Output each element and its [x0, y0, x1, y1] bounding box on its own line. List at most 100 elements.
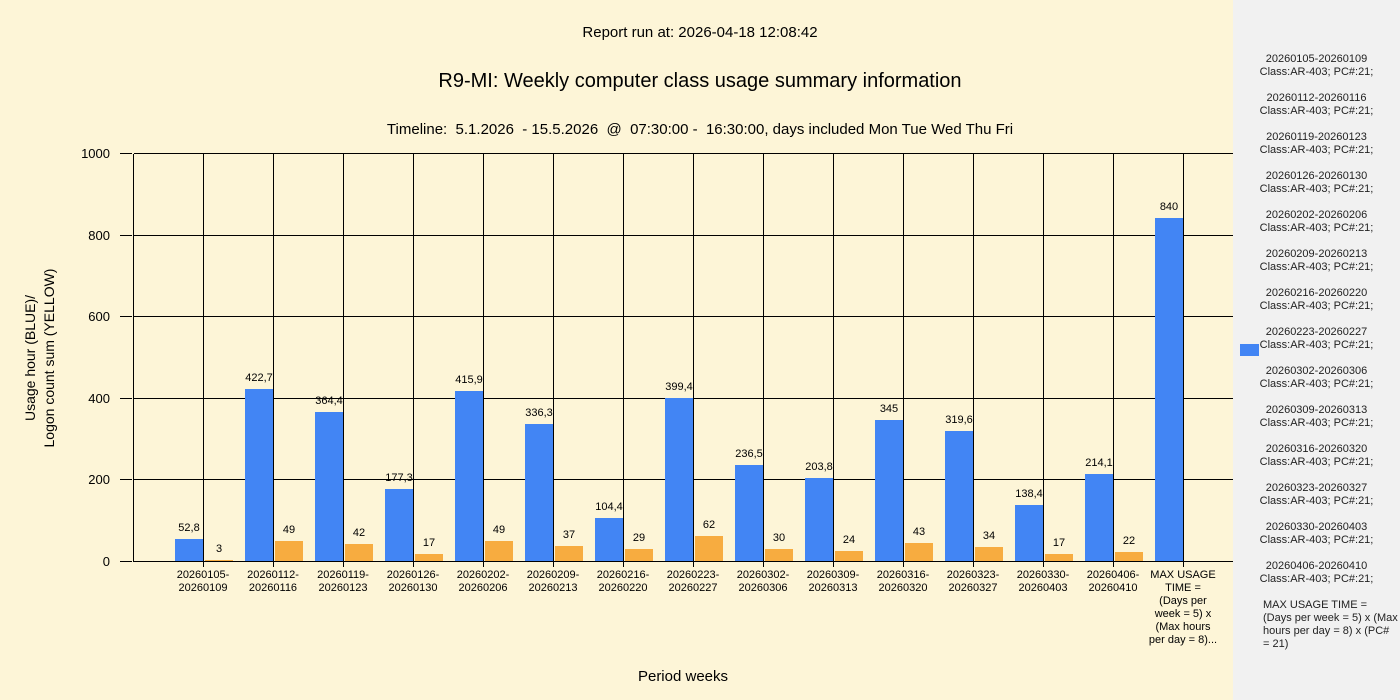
legend-entry-period: 20260105-20260109	[1265, 53, 1368, 65]
y-tick-label: 600	[88, 309, 110, 325]
bar-value-yellow: 24	[842, 534, 856, 547]
legend-series-marker	[1240, 344, 1259, 356]
legend-entry-period: 20260316-20260320	[1265, 443, 1368, 455]
legend-entry: 20260112-20260116 Class:AR-403; PC#:21;	[1233, 92, 1400, 118]
x-category-label-line: 20260213	[528, 582, 578, 594]
legend-list: 20260105-20260109 Class:AR-403; PC#:21; 20…	[1233, 53, 1400, 651]
bar-blue	[1085, 473, 1113, 561]
gridline-vertical	[693, 154, 694, 561]
x-category-label-line: 20260123	[318, 582, 368, 594]
bar-blue	[1155, 218, 1183, 561]
bar-value-yellow: 22	[1122, 535, 1136, 548]
legend-entry-detail: Class:AR-403; PC#:21;	[1259, 495, 1374, 507]
bar-blue	[245, 388, 273, 561]
legend-entry: 20260316-20260320 Class:AR-403; PC#:21;	[1233, 443, 1400, 469]
x-category-label-line: 20260330-	[1016, 569, 1070, 581]
legend-max-note-line: (Days per week = 5) x (Max	[1263, 612, 1398, 624]
x-category-label-line: 20260116	[248, 582, 298, 594]
x-category-label-line: 20260223-	[666, 569, 720, 581]
x-tick-mark	[343, 562, 344, 567]
x-category-label-line: week = 5) x	[1154, 608, 1212, 620]
legend-entry-detail: Class:AR-403; PC#:21;	[1259, 261, 1374, 273]
bar-blue	[595, 518, 623, 561]
x-category-label: 20260119- 20260123	[317, 569, 369, 595]
legend-entry: 20260216-20260220 Class:AR-403; PC#:21;	[1233, 287, 1400, 313]
gridline-vertical	[1113, 154, 1114, 561]
bar-blue	[1015, 504, 1043, 561]
x-category-label: 20260330- 20260403	[1017, 569, 1070, 595]
bar-value-yellow: 17	[422, 537, 436, 550]
bar-value-yellow: 42	[352, 526, 366, 539]
legend-sidebar: 20260105-20260109 Class:AR-403; PC#:21; 20…	[1233, 0, 1400, 700]
bar-yellow	[765, 548, 793, 561]
x-category-label: 20260406- 20260410	[1087, 569, 1140, 595]
x-tick-mark	[833, 562, 834, 567]
x-category-label-line: 20260309-	[806, 569, 860, 581]
legend-entry-detail: Class:AR-403; PC#:21;	[1259, 105, 1374, 117]
legend-entry-period: 20260209-20260213	[1265, 248, 1368, 260]
x-category-label-line: 20260202-	[456, 569, 510, 581]
bar-value-blue: 214,1	[1085, 456, 1113, 469]
bar-blue	[455, 391, 483, 561]
gridline-vertical	[623, 154, 624, 561]
x-category-label-line: 20260316-	[876, 569, 930, 581]
bar-value-yellow: 30	[772, 531, 786, 544]
legend-max-note: MAX USAGE TIME = (Days per week = 5) x (…	[1233, 599, 1400, 651]
gridline-vertical	[203, 154, 204, 561]
x-category-label-line: 20260105-	[176, 569, 230, 581]
bar-blue	[735, 464, 763, 561]
y-axis: 0 200 400 600 800 1000	[0, 146, 133, 569]
bar-yellow	[415, 554, 443, 561]
legend-entry-period: 20260112-20260116	[1266, 92, 1367, 104]
legend-entry-detail: Class:AR-403; PC#:21;	[1259, 222, 1374, 234]
x-category-label-line: 20260119-	[317, 569, 369, 581]
x-tick-mark	[1113, 562, 1114, 567]
bar-blue	[945, 430, 973, 561]
legend-entry-period: 20260406-20260410	[1265, 560, 1368, 572]
legend-entry: 20260302-20260306 Class:AR-403; PC#:21;	[1233, 365, 1400, 391]
x-category-label: 20260105- 20260109	[177, 569, 230, 595]
gridline-vertical	[833, 154, 834, 561]
bar-value-blue: 177,3	[385, 471, 413, 484]
bar-value-yellow: 3	[215, 542, 223, 555]
x-tick-mark	[623, 562, 624, 567]
x-category-label: MAX USAGE TIME = (Days per week = 5) x (Max …	[1149, 569, 1217, 647]
y-tick-label: 1000	[81, 146, 110, 161]
report-run-timestamp: Report run at: 2026-04-18 12:08:42	[582, 24, 818, 41]
bar-blue	[315, 412, 343, 561]
gridline-vertical	[763, 154, 764, 561]
gridline-vertical	[1183, 154, 1184, 561]
bar-value-yellow: 43	[912, 526, 926, 539]
legend-max-note-line: hours per day = 8) x (PC#	[1263, 625, 1390, 637]
bar-value-yellow: 49	[492, 524, 506, 537]
gridline-vertical	[413, 154, 414, 561]
y-tick-mark	[120, 153, 132, 154]
legend-entry-period: 20260223-20260227	[1265, 326, 1368, 338]
bar-blue	[385, 488, 413, 561]
bar-value-blue: 104,4	[595, 501, 623, 514]
x-category-label-line: 20260206	[458, 582, 508, 594]
x-category-label-line: 20260216-	[596, 569, 650, 581]
legend-entry: 20260209-20260213 Class:AR-403; PC#:21;	[1233, 248, 1400, 274]
x-tick-mark	[553, 562, 554, 567]
bar-value-blue: 840	[1159, 201, 1179, 214]
x-category-label: 20260126- 20260130	[387, 569, 440, 595]
bar-value-blue: 236,5	[735, 447, 763, 460]
legend-entry-detail: Class:AR-403; PC#:21;	[1259, 378, 1374, 390]
x-category-label-line: 20260302-	[736, 569, 790, 581]
bar-blue	[875, 420, 903, 561]
x-category-label-line: TIME =	[1165, 582, 1201, 594]
legend-entry: 20260406-20260410 Class:AR-403; PC#:21;	[1233, 560, 1400, 586]
bar-yellow	[695, 535, 723, 561]
legend-entry-period: 20260323-20260327	[1265, 482, 1368, 494]
x-tick-mark	[273, 562, 274, 567]
bar-yellow	[905, 543, 933, 561]
legend-entry-period: 20260202-20260206	[1265, 209, 1368, 221]
bar-value-blue: 138,4	[1015, 487, 1043, 500]
gridline-vertical	[273, 154, 274, 561]
y-tick-label: 200	[88, 472, 110, 488]
x-category-label-line: 20260327	[948, 582, 998, 594]
legend-entry-detail: Class:AR-403; PC#:21;	[1259, 300, 1374, 312]
bar-yellow	[625, 549, 653, 561]
y-tick-mark	[120, 316, 132, 318]
